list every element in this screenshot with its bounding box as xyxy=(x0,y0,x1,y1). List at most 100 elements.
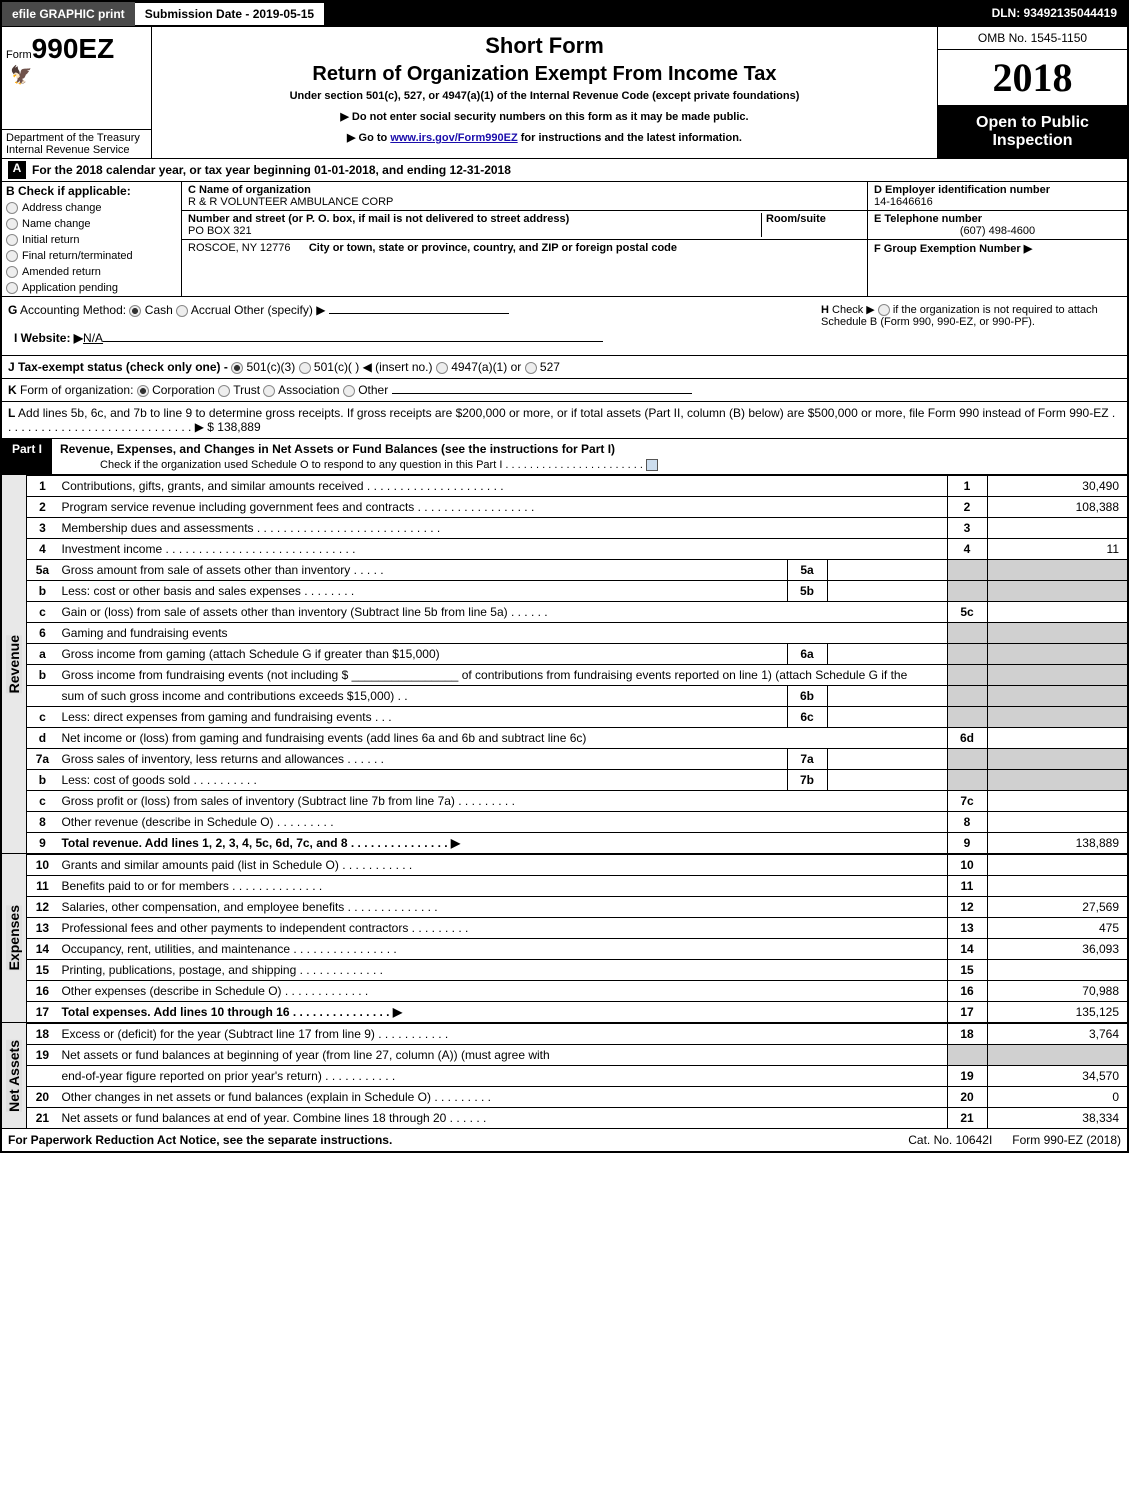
line-num: 11 xyxy=(27,876,57,897)
form-no-big: 990EZ xyxy=(32,33,115,64)
g-cash-radio[interactable] xyxy=(129,305,141,317)
eagle-icon: 🦅 xyxy=(6,65,147,86)
r-num xyxy=(947,623,987,644)
line-desc: Occupancy, rent, utilities, and maintena… xyxy=(57,939,947,960)
part1-check[interactable] xyxy=(646,459,658,471)
revenue-section: Revenue 1Contributions, gifts, grants, a… xyxy=(2,474,1127,853)
header: Form990EZ 🦅 Department of the Treasury I… xyxy=(2,26,1127,158)
line-num: 4 xyxy=(27,539,57,560)
j-501c3-radio[interactable] xyxy=(231,362,243,374)
r-val xyxy=(987,581,1127,602)
dln: DLN: 93492135044419 xyxy=(982,2,1127,26)
b-option: Name change xyxy=(2,216,181,232)
line-desc: Contributions, gifts, grants, and simila… xyxy=(57,476,947,497)
line-desc: Grants and similar amounts paid (list in… xyxy=(57,855,947,876)
k-corp-radio[interactable] xyxy=(137,385,149,397)
r-val: 30,490 xyxy=(987,476,1127,497)
line-desc: Gain or (loss) from sale of assets other… xyxy=(57,602,947,623)
l-lbl: L xyxy=(8,406,15,420)
b-radio[interactable] xyxy=(6,282,18,294)
line-num xyxy=(27,1066,57,1087)
sub-num: 6c xyxy=(787,707,827,728)
k-trust-radio[interactable] xyxy=(218,385,230,397)
line-desc: Total expenses. Add lines 10 through 16 … xyxy=(57,1002,947,1023)
part1-label: Part I xyxy=(2,439,52,474)
form-number: Form990EZ 🦅 xyxy=(2,27,151,86)
footer-right-text: Form 990-EZ (2018) xyxy=(1012,1133,1121,1147)
r-num xyxy=(947,770,987,791)
efile-print-button[interactable]: efile GRAPHIC print xyxy=(2,2,135,26)
line-row: 10Grants and similar amounts paid (list … xyxy=(27,855,1127,876)
line-num: 1 xyxy=(27,476,57,497)
line-num: 3 xyxy=(27,518,57,539)
line-num: 21 xyxy=(27,1108,57,1129)
r-val xyxy=(987,560,1127,581)
b-radio[interactable] xyxy=(6,250,18,262)
r-val: 36,093 xyxy=(987,939,1127,960)
line-row: end-of-year figure reported on prior yea… xyxy=(27,1066,1127,1087)
line-desc: Less: cost of goods sold . . . . . . . .… xyxy=(57,770,787,791)
line-desc: Net income or (loss) from gaming and fun… xyxy=(57,728,947,749)
line-num: b xyxy=(27,581,57,602)
header-mid: Short Form Return of Organization Exempt… xyxy=(152,27,937,158)
line-row: 8Other revenue (describe in Schedule O) … xyxy=(27,812,1127,833)
g-text: Accounting Method: xyxy=(20,303,126,317)
line-row: sum of such gross income and contributio… xyxy=(27,686,1127,707)
b-right: D Employer identification number 14-1646… xyxy=(867,182,1127,296)
b-radio[interactable] xyxy=(6,234,18,246)
r-num: 10 xyxy=(947,855,987,876)
line-num: 2 xyxy=(27,497,57,518)
line-row: 19Net assets or fund balances at beginni… xyxy=(27,1045,1127,1066)
line-num: 14 xyxy=(27,939,57,960)
short-form-title: Short Form xyxy=(160,33,929,59)
line-desc: Benefits paid to or for members . . . . … xyxy=(57,876,947,897)
k-other-radio[interactable] xyxy=(343,385,355,397)
line-num: b xyxy=(27,770,57,791)
b-opt-label: Initial return xyxy=(22,234,79,246)
k-other: Other xyxy=(358,383,388,397)
line-num: 8 xyxy=(27,812,57,833)
r-val xyxy=(987,791,1127,812)
expenses-section: Expenses 10Grants and similar amounts pa… xyxy=(2,853,1127,1022)
k-assoc-radio[interactable] xyxy=(263,385,275,397)
r-val: 11 xyxy=(987,539,1127,560)
netassets-section: Net Assets 18Excess or (deficit) for the… xyxy=(2,1022,1127,1128)
b-radio[interactable] xyxy=(6,218,18,230)
b-radio[interactable] xyxy=(6,266,18,278)
line-desc: end-of-year figure reported on prior yea… xyxy=(57,1066,947,1087)
line-row: 5aGross amount from sale of assets other… xyxy=(27,560,1127,581)
omb-no: OMB No. 1545-1150 xyxy=(938,27,1127,50)
line-desc: Other revenue (describe in Schedule O) .… xyxy=(57,812,947,833)
j-4947-radio[interactable] xyxy=(436,362,448,374)
r-val xyxy=(987,728,1127,749)
b-title: Check if applicable: xyxy=(18,184,131,198)
r-num: 5c xyxy=(947,602,987,623)
k-lbl: K xyxy=(8,383,17,397)
line-row: 13Professional fees and other payments t… xyxy=(27,918,1127,939)
k-trust: Trust xyxy=(233,383,260,397)
j-501c-radio[interactable] xyxy=(299,362,311,374)
netassets-vlabel: Net Assets xyxy=(2,1023,27,1128)
instr2: ▶ Go to www.irs.gov/Form990EZ for instru… xyxy=(160,131,929,144)
j-527-radio[interactable] xyxy=(525,362,537,374)
r-val xyxy=(987,812,1127,833)
line-num xyxy=(27,686,57,707)
g-accrual-radio[interactable] xyxy=(176,305,188,317)
h-check[interactable] xyxy=(878,304,890,316)
j-lbl: J xyxy=(8,360,15,374)
form-prefix: Form xyxy=(6,49,32,61)
part1-header: Part I Revenue, Expenses, and Changes in… xyxy=(2,438,1127,474)
e-cell: E Telephone number (607) 498-4600 xyxy=(868,211,1127,240)
part1-title-wrap: Revenue, Expenses, and Changes in Net As… xyxy=(52,439,1127,474)
sub-num: 7a xyxy=(787,749,827,770)
r-num: 1 xyxy=(947,476,987,497)
line-desc: Gross amount from sale of assets other t… xyxy=(57,560,787,581)
irs-link[interactable]: www.irs.gov/Form990EZ xyxy=(390,132,517,144)
expenses-table: 10Grants and similar amounts paid (list … xyxy=(27,854,1127,1022)
line-row: 3Membership dues and assessments . . . .… xyxy=(27,518,1127,539)
r-num: 21 xyxy=(947,1108,987,1129)
line-desc: Less: cost or other basis and sales expe… xyxy=(57,581,787,602)
revenue-vlabel-text: Revenue xyxy=(6,635,22,693)
line-desc: Membership dues and assessments . . . . … xyxy=(57,518,947,539)
b-radio[interactable] xyxy=(6,202,18,214)
